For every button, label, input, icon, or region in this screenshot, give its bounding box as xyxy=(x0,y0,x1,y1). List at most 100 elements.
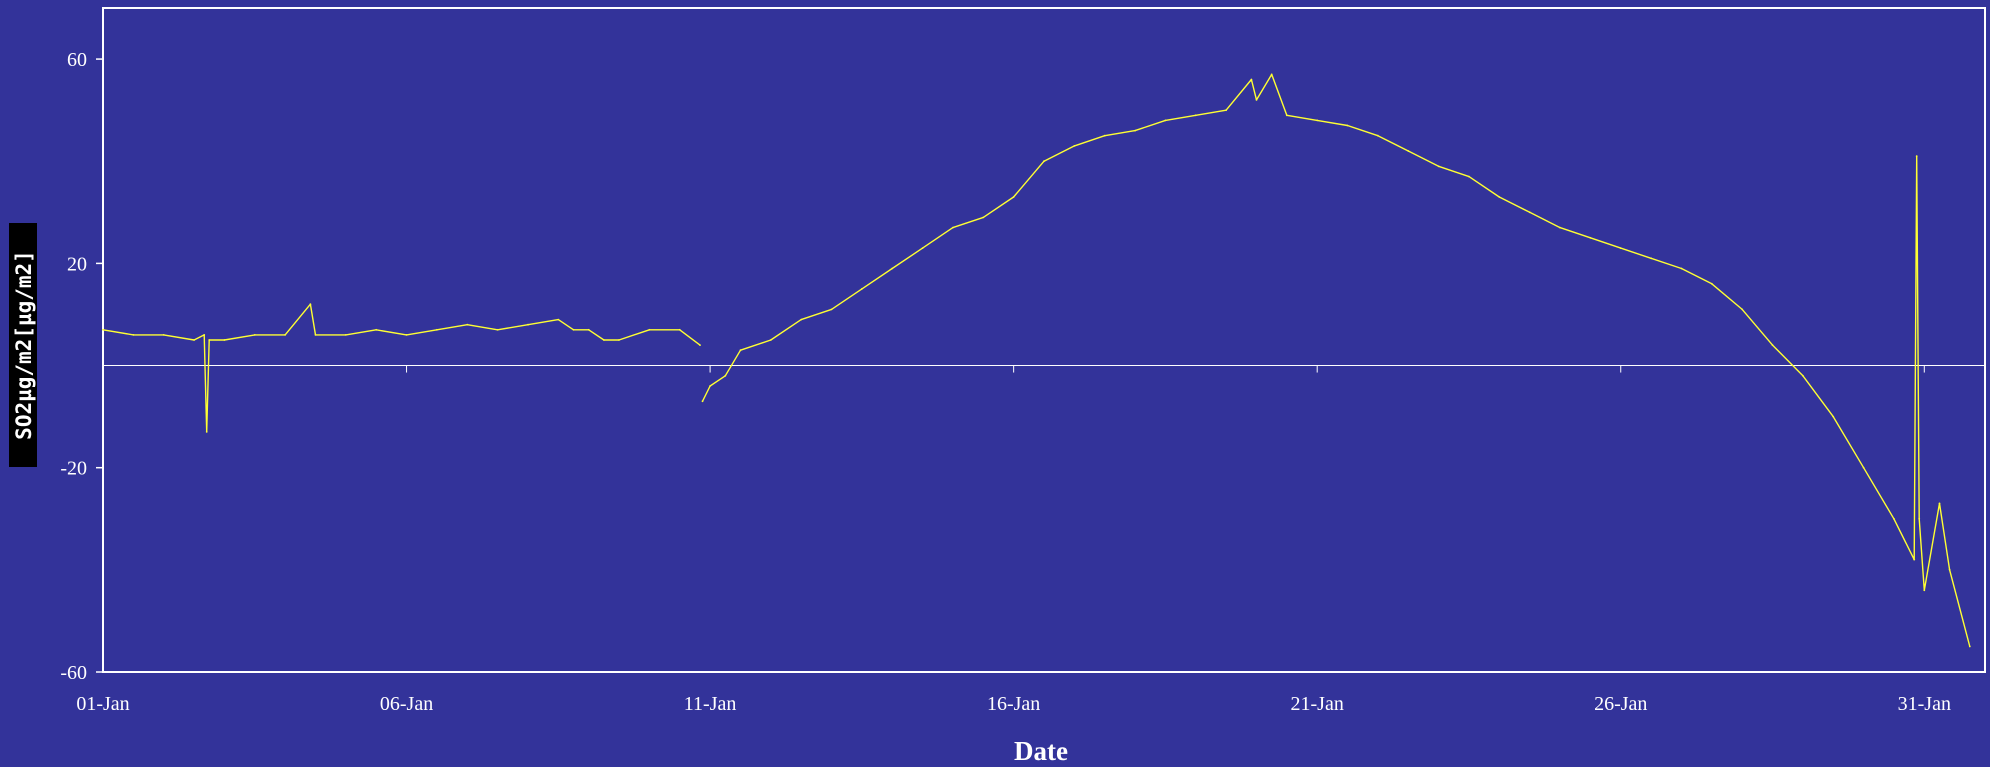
data-point xyxy=(1923,589,1926,592)
data-point xyxy=(1948,568,1951,571)
data-point xyxy=(830,308,833,311)
data-point xyxy=(1043,160,1045,163)
data-point xyxy=(203,334,206,336)
data-point xyxy=(1913,558,1916,561)
x-tick-label: 26-Jan xyxy=(1594,693,1647,715)
data-point xyxy=(648,328,651,331)
y-axis-ticks: -60 -20 20 60 xyxy=(60,49,103,684)
data-point xyxy=(132,334,135,336)
data-point xyxy=(1710,282,1713,285)
x-tick-label: 16-Jan xyxy=(987,693,1040,715)
x-tick-label: 11-Jan xyxy=(684,693,737,715)
y-tick-label: 20 xyxy=(67,253,87,275)
data-point xyxy=(1589,236,1592,239)
data-point xyxy=(921,247,924,250)
data-point xyxy=(739,349,742,352)
data-point xyxy=(1771,344,1774,346)
y-tick-label: 60 xyxy=(67,49,87,71)
series-group xyxy=(102,73,1971,648)
data-point xyxy=(699,344,701,346)
data-point xyxy=(1968,645,1971,648)
data-point xyxy=(1164,119,1167,122)
data-point xyxy=(208,339,211,341)
data-point xyxy=(1270,73,1273,76)
data-point xyxy=(982,216,985,219)
data-point xyxy=(603,339,605,341)
data-point xyxy=(466,323,469,326)
data-point xyxy=(436,328,438,331)
data-point xyxy=(1498,196,1501,198)
data-point xyxy=(861,288,863,290)
data-point xyxy=(557,318,560,321)
data-point xyxy=(284,334,286,336)
x-tick-label: 21-Jan xyxy=(1291,693,1344,715)
data-point xyxy=(309,303,312,306)
data-point xyxy=(223,339,226,341)
data-point xyxy=(800,318,803,321)
data-point xyxy=(1134,129,1136,132)
data-point xyxy=(1250,78,1253,81)
data-point xyxy=(769,339,772,341)
data-point xyxy=(1255,99,1258,101)
y-tick-label: -20 xyxy=(60,458,87,480)
x-tick-label: 01-Jan xyxy=(76,693,129,715)
data-point xyxy=(1915,155,1918,158)
data-point xyxy=(701,400,704,403)
data-point xyxy=(709,385,711,387)
data-point xyxy=(205,431,208,433)
data-point xyxy=(587,328,590,331)
data-point xyxy=(1225,109,1227,112)
data-point xyxy=(1528,211,1531,214)
y-axis-title: SO2µg/m2[µg/m2] xyxy=(12,250,36,440)
data-point xyxy=(253,334,256,336)
data-point xyxy=(952,226,954,229)
data-point xyxy=(1377,134,1379,137)
data-point xyxy=(1918,517,1921,520)
data-point xyxy=(1862,466,1865,469)
data-point xyxy=(1285,114,1288,117)
data-point xyxy=(678,328,681,331)
data-point xyxy=(1680,267,1683,270)
data-point xyxy=(1316,119,1319,122)
data-point xyxy=(1802,374,1804,377)
data-point xyxy=(375,328,378,331)
x-tick-label: 31-Jan xyxy=(1898,693,1951,715)
data-point xyxy=(724,374,727,377)
data-point xyxy=(1468,175,1470,178)
y-tick-label: -60 xyxy=(60,662,87,684)
data-point xyxy=(1346,124,1349,127)
data-point xyxy=(1559,226,1561,229)
data-point xyxy=(1832,415,1835,418)
data-point xyxy=(1407,150,1410,152)
data-point xyxy=(405,334,408,336)
data-point xyxy=(1437,165,1440,168)
y-axis-title-background xyxy=(9,223,37,467)
data-point xyxy=(527,323,529,326)
y-axis-title-group: SO2µg/m2[µg/m2] xyxy=(9,223,37,467)
data-point xyxy=(1103,134,1106,137)
x-axis-title: Date xyxy=(1014,736,1068,766)
data-point xyxy=(618,339,620,341)
data-point xyxy=(1194,114,1197,117)
data-point xyxy=(496,328,499,331)
data-point xyxy=(314,334,317,336)
data-point xyxy=(193,339,196,341)
data-point xyxy=(1741,308,1744,311)
data-point xyxy=(162,334,165,336)
x-tick-label: 06-Jan xyxy=(380,693,433,715)
data-point xyxy=(1012,196,1015,198)
data-point xyxy=(572,328,575,331)
data-point xyxy=(891,267,894,270)
data-point xyxy=(1619,247,1622,250)
x-axis-ticks: 01-Jan 06-Jan 11-Jan 16-Jan 21-Jan 26-Jan 31-J… xyxy=(76,365,1951,715)
data-point xyxy=(344,334,347,336)
data-point xyxy=(102,328,104,331)
plot-area-frame xyxy=(102,7,1986,673)
data-point xyxy=(1893,517,1895,520)
data-point xyxy=(1938,502,1941,505)
data-point xyxy=(1073,145,1076,147)
data-point xyxy=(1650,257,1652,260)
